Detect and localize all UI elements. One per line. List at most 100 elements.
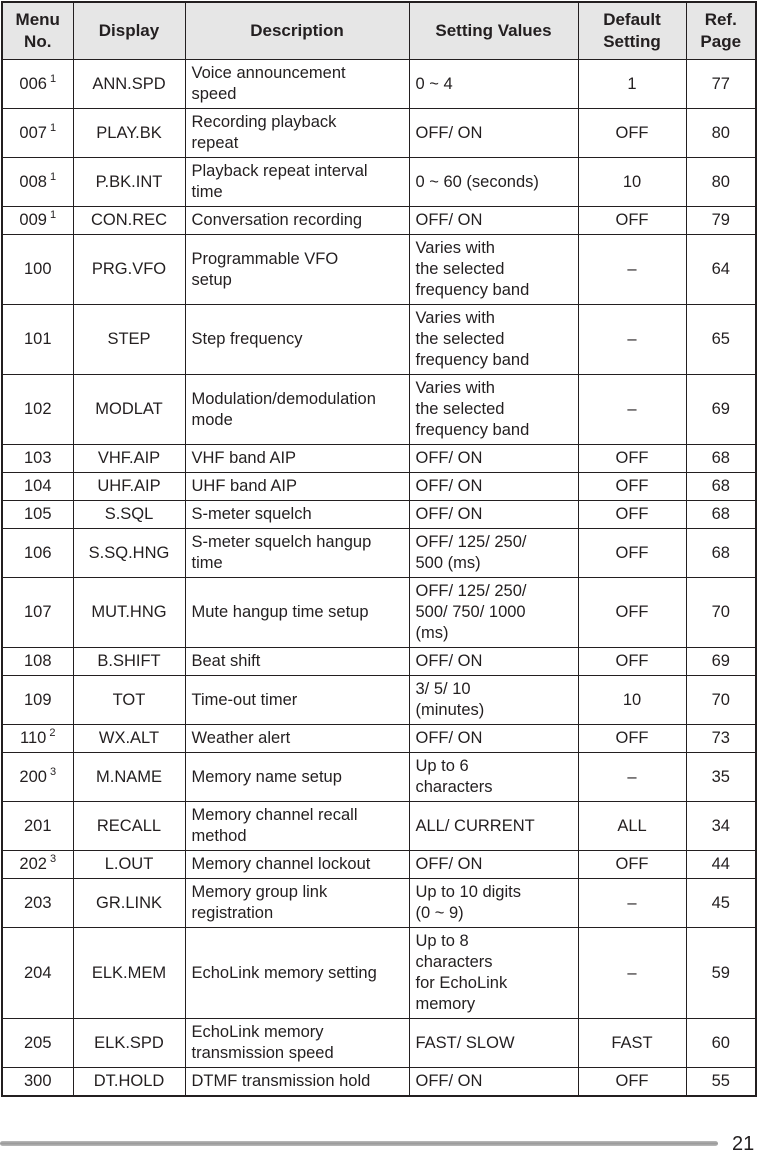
setting-values-cell-text: Varies with the selected frequency band bbox=[415, 239, 530, 299]
ref-page-cell: 65 bbox=[685, 304, 757, 375]
ref-page-cell: 79 bbox=[685, 206, 757, 235]
header-default-setting: Default Setting bbox=[577, 1, 687, 60]
setting-values-cell-text: Up to 8 characters for EchoLink memory bbox=[415, 932, 508, 1013]
setting-values-cell-text: OFF/ ON bbox=[415, 1072, 483, 1090]
description-cell-text: UHF band AIP bbox=[191, 477, 297, 495]
display-cell-text: GR.LINK bbox=[95, 893, 163, 912]
page-number: 21 bbox=[732, 1133, 755, 1155]
display-cell-text: TOT bbox=[112, 690, 146, 709]
table-row: 103 VHF.AIP VHF band AIP OFF/ ON OFF 68 bbox=[1, 444, 757, 473]
menu-no-cell: 205 bbox=[1, 1018, 74, 1068]
description-cell: Programmable VFO setup bbox=[184, 234, 410, 305]
menu-no-cell: 106 bbox=[1, 528, 74, 578]
display-cell: DT.HOLD bbox=[72, 1067, 186, 1097]
default-setting-cell: – bbox=[577, 927, 687, 1019]
menu-no-cell-text: 107 bbox=[23, 603, 52, 621]
description-cell: Conversation recording bbox=[184, 206, 410, 235]
ref-page-cell: 64 bbox=[685, 234, 757, 305]
setting-values-cell-text: OFF/ ON bbox=[415, 652, 483, 670]
description-cell: DTMF transmission hold bbox=[184, 1067, 410, 1097]
setting-values-cell: 0 ~ 4 bbox=[408, 59, 579, 109]
display-cell-text: RECALL bbox=[96, 816, 162, 835]
default-setting-cell-text: OFF bbox=[615, 652, 649, 670]
footnote-marker: 1 bbox=[49, 72, 57, 85]
ref-page-cell: 73 bbox=[685, 724, 757, 753]
default-setting-cell-text: 10 bbox=[622, 172, 642, 191]
ref-page-cell-text: 64 bbox=[711, 260, 730, 278]
display-cell: ANN.SPD bbox=[72, 59, 186, 109]
default-setting-cell: 10 bbox=[577, 675, 687, 725]
display-cell-text: P.BK.INT bbox=[95, 172, 163, 191]
setting-values-cell: OFF/ 125/ 250/ 500 (ms) bbox=[408, 528, 579, 578]
table-row: 204 ELK.MEM EchoLink memory setting Up to 8… bbox=[1, 927, 757, 1019]
setting-values-cell-text: Up to 6 characters bbox=[415, 757, 493, 796]
ref-page-cell-text: 68 bbox=[711, 543, 730, 562]
ref-page-cell-text: 69 bbox=[711, 652, 730, 670]
default-setting-cell-text: OFF bbox=[615, 729, 649, 747]
display-cell: TOT bbox=[72, 675, 186, 725]
display-cell: CON.REC bbox=[72, 206, 186, 235]
display-cell: MODLAT bbox=[72, 374, 186, 445]
menu-no-cell: 101 bbox=[1, 304, 74, 375]
setting-values-cell: ALL/ CURRENT bbox=[408, 801, 579, 851]
ref-page-cell: 70 bbox=[685, 577, 757, 648]
display-cell: MUT.HNG bbox=[72, 577, 186, 648]
display-cell: ELK.MEM bbox=[72, 927, 186, 1019]
default-setting-cell-text: OFF bbox=[615, 505, 649, 523]
default-setting-cell: 10 bbox=[577, 157, 687, 207]
default-setting-cell: FAST bbox=[577, 1018, 687, 1068]
description-cell-text: Voice announcement speed bbox=[191, 64, 346, 103]
menu-no-cell: 009 1 bbox=[1, 206, 74, 235]
ref-page-cell: 70 bbox=[685, 675, 757, 725]
table-row: 100 PRG.VFO Programmable VFO setup Varies w… bbox=[1, 234, 757, 305]
display-cell-text: CON.REC bbox=[90, 211, 168, 229]
description-cell-text: VHF band AIP bbox=[191, 449, 297, 467]
description-cell-text: S-meter squelch hangup time bbox=[191, 533, 372, 572]
menu-no-cell-text: 205 bbox=[23, 1033, 52, 1052]
menu-no-cell-text: 300 bbox=[23, 1072, 52, 1090]
menu-no-cell-text: 110 bbox=[20, 729, 47, 747]
table-row: 106 S.SQ.HNG S-meter squelch hangup time OF… bbox=[1, 528, 757, 578]
menu-no-cell-text: 201 bbox=[23, 816, 52, 835]
footnote-marker: 3 bbox=[49, 765, 57, 778]
setting-values-cell-text: 0 ~ 4 bbox=[415, 74, 453, 93]
ref-page-cell: 55 bbox=[685, 1067, 757, 1097]
display-cell-text: VHF.AIP bbox=[97, 449, 161, 467]
display-cell-text: S.SQL bbox=[104, 505, 154, 523]
description-cell: Memory channel recall method bbox=[184, 801, 410, 851]
description-cell-text: DTMF transmission hold bbox=[191, 1072, 371, 1090]
setting-values-cell: Up to 6 characters bbox=[408, 752, 579, 802]
description-cell-text: Time-out timer bbox=[191, 690, 298, 709]
footer-bar bbox=[0, 1141, 718, 1146]
setting-values-cell-text: OFF/ 125/ 250/ 500/ 750/ 1000 (ms) bbox=[415, 582, 527, 642]
table-row: 107 MUT.HNG Mute hangup time setup OFF/ 125… bbox=[1, 577, 757, 648]
table-row: 104 UHF.AIP UHF band AIP OFF/ ON OFF 68 bbox=[1, 472, 757, 501]
ref-page-cell: 68 bbox=[685, 500, 757, 529]
setting-values-cell: FAST/ SLOW bbox=[408, 1018, 579, 1068]
description-cell: Recording playback repeat bbox=[184, 108, 410, 158]
menu-no-cell: 006 1 bbox=[1, 59, 74, 109]
ref-page-cell-text: 34 bbox=[711, 816, 730, 835]
menu-no-cell-text: 006 bbox=[19, 74, 47, 93]
ref-page-cell: 44 bbox=[685, 850, 757, 879]
header-setting-values: Setting Values bbox=[408, 1, 579, 60]
description-cell-text: Conversation recording bbox=[191, 211, 363, 229]
table-row: 205 ELK.SPD EchoLink memory transmission s… bbox=[1, 1018, 757, 1068]
ref-page-cell-text: 59 bbox=[711, 963, 730, 982]
ref-page-cell-text: 79 bbox=[711, 211, 730, 229]
default-setting-cell: – bbox=[577, 234, 687, 305]
setting-values-cell: OFF/ ON bbox=[408, 108, 579, 158]
menu-no-cell-text: 109 bbox=[23, 690, 52, 709]
description-cell: Modulation/demodulation mode bbox=[184, 374, 410, 445]
display-cell: PLAY.BK bbox=[72, 108, 186, 158]
display-cell-text: ANN.SPD bbox=[92, 74, 166, 93]
setting-values-cell: 3/ 5/ 10 (minutes) bbox=[408, 675, 579, 725]
display-cell: WX.ALT bbox=[72, 724, 186, 753]
menu-no-cell: 201 bbox=[1, 801, 74, 851]
menu-no-cell: 110 2 bbox=[1, 724, 74, 753]
default-setting-cell: ALL bbox=[577, 801, 687, 851]
table-row: 201 RECALL Memory channel recall method ALL… bbox=[1, 801, 757, 851]
default-setting-cell: OFF bbox=[577, 724, 687, 753]
display-cell-text: MUT.HNG bbox=[91, 603, 167, 621]
table-row: 101 STEP Step frequency Varies with the sel… bbox=[1, 304, 757, 375]
